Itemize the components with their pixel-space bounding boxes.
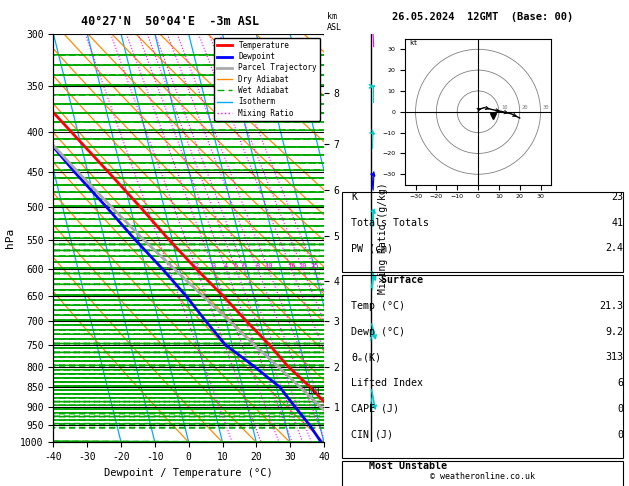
- Text: 20: 20: [522, 104, 528, 110]
- Text: kt: kt: [409, 40, 418, 46]
- Text: 26.05.2024  12GMT  (Base: 00): 26.05.2024 12GMT (Base: 00): [392, 12, 574, 22]
- Text: Lifted Index: Lifted Index: [351, 378, 423, 388]
- Text: 25: 25: [310, 263, 318, 269]
- Text: 40°27'N  50°04'E  -3m ASL: 40°27'N 50°04'E -3m ASL: [81, 15, 259, 28]
- Text: © weatheronline.co.uk: © weatheronline.co.uk: [430, 472, 535, 481]
- Text: 21.3: 21.3: [599, 301, 623, 311]
- Text: 3: 3: [211, 263, 216, 269]
- Bar: [342, 461, 623, 486]
- Text: 2: 2: [194, 263, 199, 269]
- Text: 8: 8: [255, 263, 260, 269]
- Text: Temp (°C): Temp (°C): [351, 301, 405, 311]
- Text: 4: 4: [224, 263, 228, 269]
- Text: 2.4: 2.4: [605, 243, 623, 254]
- Text: 0: 0: [617, 430, 623, 440]
- Bar: [342, 275, 623, 458]
- Text: 5: 5: [234, 263, 238, 269]
- Bar: [342, 192, 623, 272]
- Text: 6: 6: [617, 378, 623, 388]
- Text: 23: 23: [611, 192, 623, 202]
- Text: 16: 16: [287, 263, 296, 269]
- Text: 10: 10: [264, 263, 272, 269]
- Y-axis label: hPa: hPa: [4, 228, 14, 248]
- Y-axis label: Mixing Ratio (g/kg): Mixing Ratio (g/kg): [379, 182, 389, 294]
- Text: CAPE (J): CAPE (J): [351, 404, 399, 414]
- Text: θₑ(K): θₑ(K): [351, 352, 381, 363]
- Text: 20: 20: [298, 263, 307, 269]
- Text: 10: 10: [501, 104, 508, 110]
- Text: K: K: [351, 192, 357, 202]
- Text: Surface: Surface: [351, 275, 423, 285]
- Text: PW (cm): PW (cm): [351, 243, 393, 254]
- Text: Dewp (°C): Dewp (°C): [351, 327, 405, 337]
- Text: 9.2: 9.2: [605, 327, 623, 337]
- Text: LCL: LCL: [307, 387, 322, 396]
- Text: 1: 1: [167, 263, 171, 269]
- Text: 313: 313: [605, 352, 623, 363]
- Legend: Temperature, Dewpoint, Parcel Trajectory, Dry Adiabat, Wet Adiabat, Isotherm, Mi: Temperature, Dewpoint, Parcel Trajectory…: [214, 38, 320, 121]
- Text: 0: 0: [617, 404, 623, 414]
- Text: Most Unstable: Most Unstable: [351, 461, 447, 471]
- Text: 30: 30: [543, 104, 549, 110]
- Text: CIN (J): CIN (J): [351, 430, 393, 440]
- Text: 41: 41: [611, 218, 623, 228]
- Text: Totals Totals: Totals Totals: [351, 218, 429, 228]
- Text: km
ASL: km ASL: [327, 12, 342, 32]
- Text: 6: 6: [242, 263, 246, 269]
- X-axis label: Dewpoint / Temperature (°C): Dewpoint / Temperature (°C): [104, 468, 273, 478]
